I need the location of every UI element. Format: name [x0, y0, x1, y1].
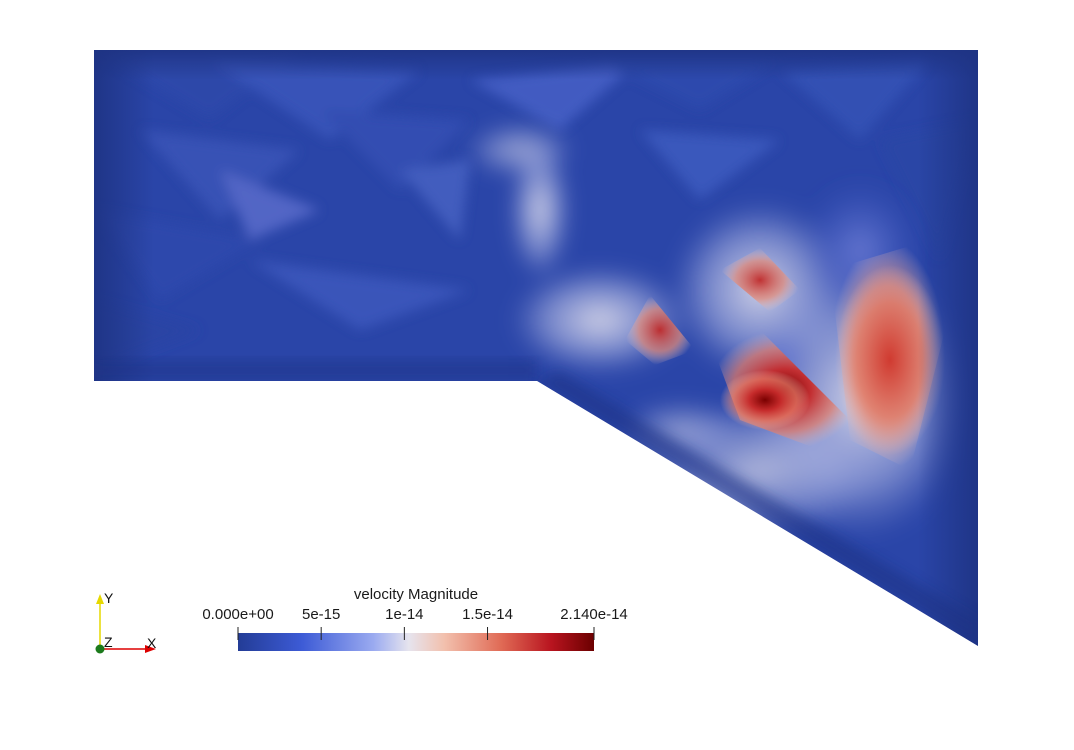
colorbar-ticks [237, 627, 595, 640]
colorbar-tick-label: 1e-14 [385, 606, 424, 623]
x-axis-label: X [147, 635, 157, 651]
colorbar-tick-label: 1.5e-14 [462, 606, 513, 623]
orientation-axes [95, 594, 156, 654]
y-axis-label: Y [104, 590, 114, 606]
colorbar-tick-label: 2.140e-14 [560, 606, 628, 623]
colorbar [237, 627, 595, 651]
velocity-field-plot [94, 50, 978, 646]
y-axis-arrow [96, 594, 104, 604]
colorbar-tick-label: 5e-15 [301, 606, 341, 623]
colorbar-title: velocity Magnitude [353, 586, 479, 603]
colorbar-gradient [238, 633, 594, 651]
z-axis-dot [95, 644, 105, 654]
colorbar-tick-label: 0.000e+00 [202, 606, 274, 623]
z-axis-label: Z [104, 634, 113, 650]
x-axis-arrow [145, 645, 156, 653]
